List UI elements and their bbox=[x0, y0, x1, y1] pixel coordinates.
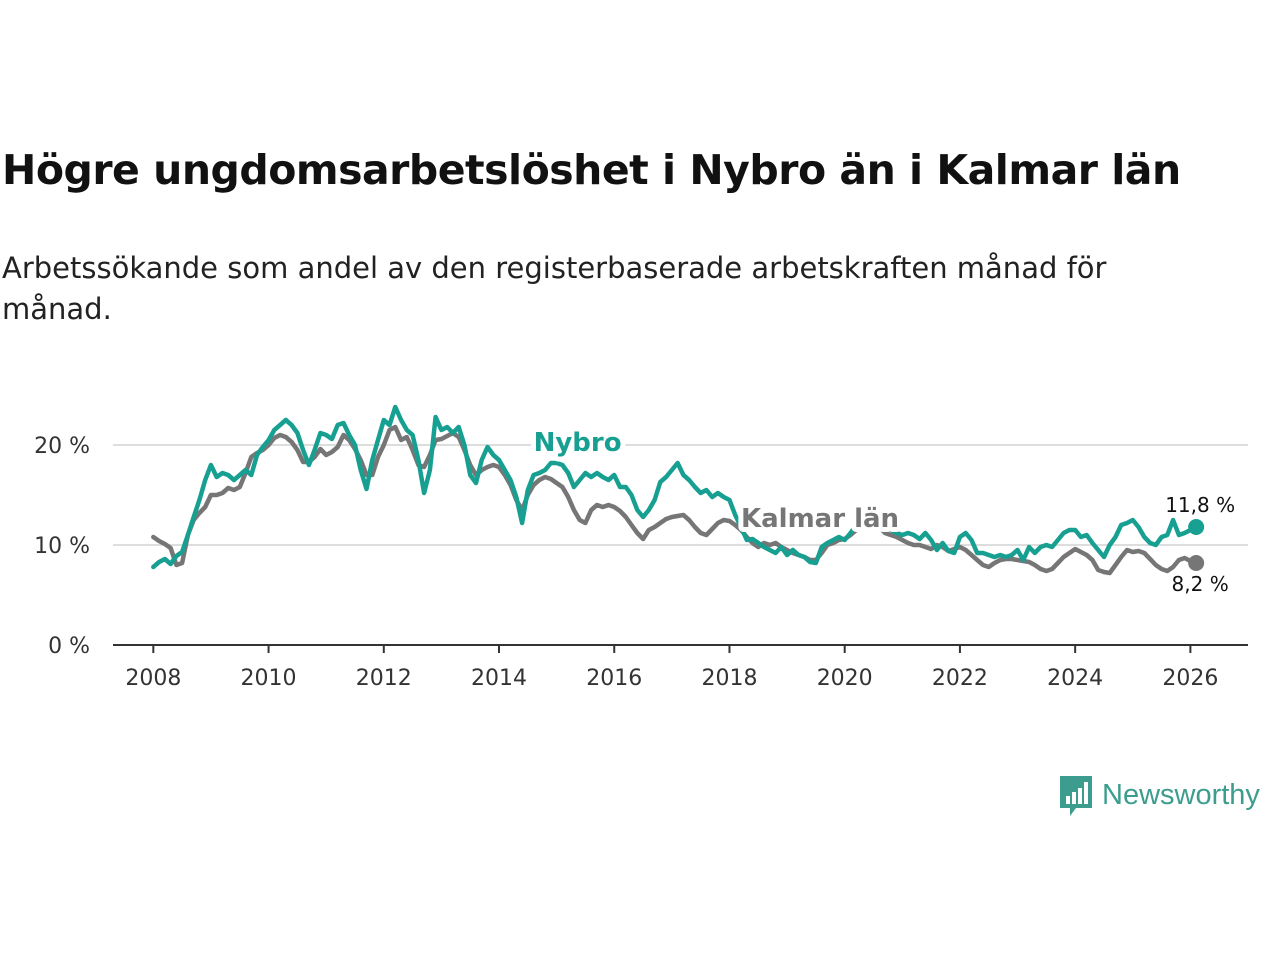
end-point-kalmar bbox=[1188, 555, 1205, 571]
newsworthy-logo: Newsworthy bbox=[1058, 772, 1260, 818]
x-tick-label: 2010 bbox=[241, 666, 297, 691]
x-axis: 2008 2010 2012 2014 2016 2018 2020 2022 2024 2026 bbox=[113, 644, 1248, 691]
series-labels: 8,2 % 11,8 % Nybro Kalmar län bbox=[529, 423, 1236, 596]
x-tick-label: 2024 bbox=[1047, 666, 1103, 691]
brand-name: Newsworthy bbox=[1102, 778, 1260, 811]
end-point-nybro bbox=[1188, 519, 1205, 535]
series-name-label: Nybro bbox=[534, 428, 622, 458]
end-value-label: 8,2 % bbox=[1172, 572, 1229, 596]
y-tick-label: 10 % bbox=[34, 534, 90, 559]
newsworthy-icon bbox=[1060, 776, 1092, 816]
x-tick-label: 2008 bbox=[125, 666, 181, 691]
x-tick-label: 2014 bbox=[471, 666, 527, 691]
series-name-label: Kalmar län bbox=[741, 504, 899, 534]
chart-title: Högre ungdomsarbetslöshet i Nybro än i K… bbox=[2, 146, 1181, 194]
chart-subtitle: Arbetssökande som andel av den registerb… bbox=[2, 251, 1107, 326]
y-tick-label: 20 % bbox=[34, 434, 90, 459]
y-tick-label: 0 % bbox=[48, 634, 90, 659]
series-line-nybro bbox=[151, 404, 1199, 570]
y-axis-ticks: 0 % 10 % 20 % bbox=[34, 434, 90, 659]
x-tick-label: 2012 bbox=[356, 666, 412, 691]
series-lines bbox=[151, 404, 1205, 576]
end-value-label: 11,8 % bbox=[1165, 493, 1235, 517]
x-tick-label: 2026 bbox=[1162, 666, 1218, 691]
x-tick-label: 2018 bbox=[701, 666, 757, 691]
x-tick-label: 2020 bbox=[817, 666, 873, 691]
x-tick-label: 2022 bbox=[932, 666, 988, 691]
x-tick-label: 2016 bbox=[586, 666, 642, 691]
